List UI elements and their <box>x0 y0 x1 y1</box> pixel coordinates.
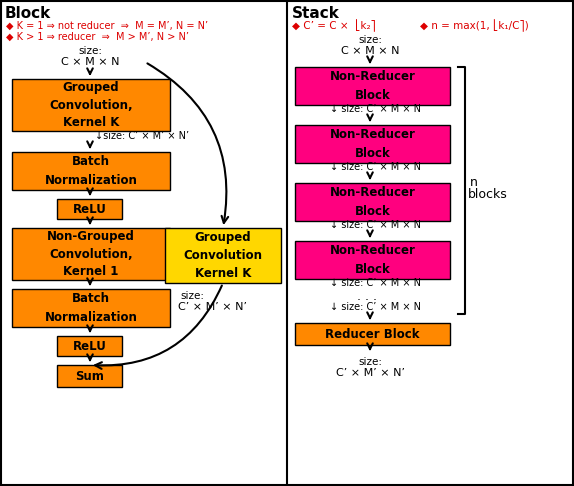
Text: Convolution,: Convolution, <box>49 99 133 111</box>
Text: Convolution,: Convolution, <box>49 247 133 260</box>
FancyBboxPatch shape <box>295 323 450 345</box>
Text: Batch: Batch <box>72 292 110 305</box>
FancyBboxPatch shape <box>57 365 122 387</box>
Text: Block: Block <box>355 263 390 276</box>
Text: Kernel K: Kernel K <box>63 116 119 129</box>
Text: ↓size: C’ × M’ × N’: ↓size: C’ × M’ × N’ <box>95 131 189 141</box>
FancyArrowPatch shape <box>148 63 228 223</box>
Text: ↓ size: C’ × M × N: ↓ size: C’ × M × N <box>330 162 421 172</box>
Text: ◆ K > 1 ⇒ reducer  ⇒  M > M’, N > N’: ◆ K > 1 ⇒ reducer ⇒ M > M’, N > N’ <box>6 32 189 42</box>
Text: Block: Block <box>5 6 51 21</box>
Text: ↓ size: C’ × M × N: ↓ size: C’ × M × N <box>330 220 421 230</box>
Text: Sum: Sum <box>75 369 104 382</box>
Text: Convolution: Convolution <box>184 249 262 262</box>
Text: Stack: Stack <box>292 6 340 21</box>
FancyBboxPatch shape <box>295 183 450 221</box>
Text: n: n <box>470 176 478 189</box>
Text: Non-Reducer: Non-Reducer <box>329 128 416 141</box>
Text: Reducer Block: Reducer Block <box>325 328 420 341</box>
Text: Block: Block <box>355 147 390 160</box>
Text: Kernel K: Kernel K <box>195 267 251 280</box>
Text: size:: size: <box>358 35 382 45</box>
Text: Non-Reducer: Non-Reducer <box>329 244 416 257</box>
Text: Block: Block <box>355 205 390 218</box>
FancyBboxPatch shape <box>12 289 170 327</box>
FancyBboxPatch shape <box>12 79 170 131</box>
Text: ◆ n = max(1, ⎣k₁/C⎤): ◆ n = max(1, ⎣k₁/C⎤) <box>420 20 529 32</box>
Text: Grouped: Grouped <box>63 81 119 94</box>
Text: ↓ size: C’ × M × N: ↓ size: C’ × M × N <box>330 104 421 114</box>
Text: ↓ size: C’ × M × N: ↓ size: C’ × M × N <box>330 302 421 312</box>
FancyBboxPatch shape <box>12 152 170 190</box>
Text: Normalization: Normalization <box>45 311 137 324</box>
Text: size:: size: <box>78 46 102 56</box>
Text: Grouped: Grouped <box>195 231 251 243</box>
Text: Batch: Batch <box>72 155 110 168</box>
FancyBboxPatch shape <box>12 228 170 280</box>
FancyBboxPatch shape <box>165 228 281 283</box>
FancyBboxPatch shape <box>295 241 450 279</box>
Text: ◆ K = 1 ⇒ not reducer  ⇒  M = M’, N = N’: ◆ K = 1 ⇒ not reducer ⇒ M = M’, N = N’ <box>6 21 208 31</box>
Text: . . .: . . . <box>357 290 377 302</box>
Text: Non-Reducer: Non-Reducer <box>329 70 416 83</box>
Text: Normalization: Normalization <box>45 174 137 187</box>
Text: ReLU: ReLU <box>72 340 106 352</box>
Text: ◆ C’ = C ×  ⎣k₂⎤: ◆ C’ = C × ⎣k₂⎤ <box>292 20 376 32</box>
Text: blocks: blocks <box>468 188 508 201</box>
FancyBboxPatch shape <box>57 199 122 219</box>
FancyBboxPatch shape <box>295 125 450 163</box>
Text: ↓ size: C’ × M × N: ↓ size: C’ × M × N <box>330 278 421 288</box>
Text: size:: size: <box>358 357 382 367</box>
Text: C’ × M’ × N’: C’ × M’ × N’ <box>335 368 405 378</box>
Text: C’ × M’ × N’: C’ × M’ × N’ <box>178 302 247 312</box>
Text: C × M × N: C × M × N <box>61 57 119 67</box>
Text: size:: size: <box>180 291 204 301</box>
Text: Non-Reducer: Non-Reducer <box>329 186 416 199</box>
Text: Block: Block <box>355 89 390 102</box>
Text: C × M × N: C × M × N <box>341 46 400 56</box>
FancyBboxPatch shape <box>57 336 122 356</box>
Text: ReLU: ReLU <box>72 203 106 215</box>
Text: Non-Grouped: Non-Grouped <box>47 230 135 243</box>
Text: Kernel 1: Kernel 1 <box>63 265 119 278</box>
FancyBboxPatch shape <box>295 67 450 105</box>
FancyArrowPatch shape <box>95 286 222 369</box>
